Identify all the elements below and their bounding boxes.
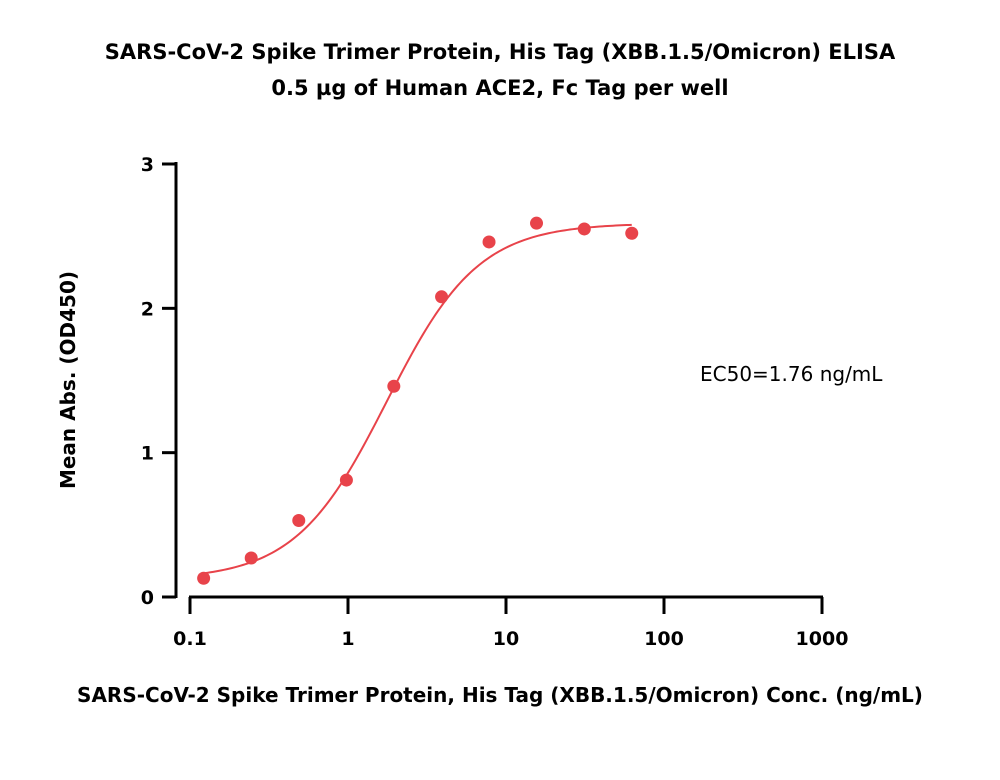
x-axis-label: SARS-CoV-2 Spike Trimer Protein, His Tag… bbox=[77, 683, 923, 707]
y-axis-label: Mean Abs. (OD450) bbox=[56, 270, 80, 490]
chart-axes: 0 1 2 3 0.1 1 10 100 1000 bbox=[141, 154, 849, 650]
data-point bbox=[292, 514, 306, 528]
ec50-annotation: EC50=1.76 ng/mL bbox=[700, 362, 883, 386]
data-point bbox=[387, 379, 401, 393]
x-tick-label: 0.1 bbox=[173, 628, 207, 650]
chart-title: SARS-CoV-2 Spike Trimer Protein, His Tag… bbox=[104, 40, 896, 64]
chart-subtitle: 0.5 µg of Human ACE2, Fc Tag per well bbox=[271, 76, 729, 100]
data-point bbox=[482, 235, 496, 249]
x-tick-label: 10 bbox=[493, 628, 519, 650]
x-tick-label: 1 bbox=[341, 628, 354, 650]
data-point bbox=[244, 551, 258, 565]
data-point bbox=[339, 473, 353, 487]
fit-curve-layer bbox=[202, 223, 632, 575]
fit-curve bbox=[202, 223, 632, 575]
y-tick-label: 0 bbox=[141, 587, 154, 609]
data-point bbox=[197, 571, 211, 585]
y-tick-label: 3 bbox=[141, 154, 154, 176]
data-point bbox=[625, 226, 639, 240]
y-tick-label: 1 bbox=[141, 443, 154, 465]
x-tick-label: 100 bbox=[644, 628, 684, 650]
data-point bbox=[530, 216, 544, 230]
data-point bbox=[577, 222, 591, 236]
x-tick-label: 1000 bbox=[796, 628, 849, 650]
y-tick-label: 2 bbox=[141, 298, 154, 320]
data-point bbox=[435, 290, 449, 304]
data-points-layer bbox=[197, 216, 639, 585]
